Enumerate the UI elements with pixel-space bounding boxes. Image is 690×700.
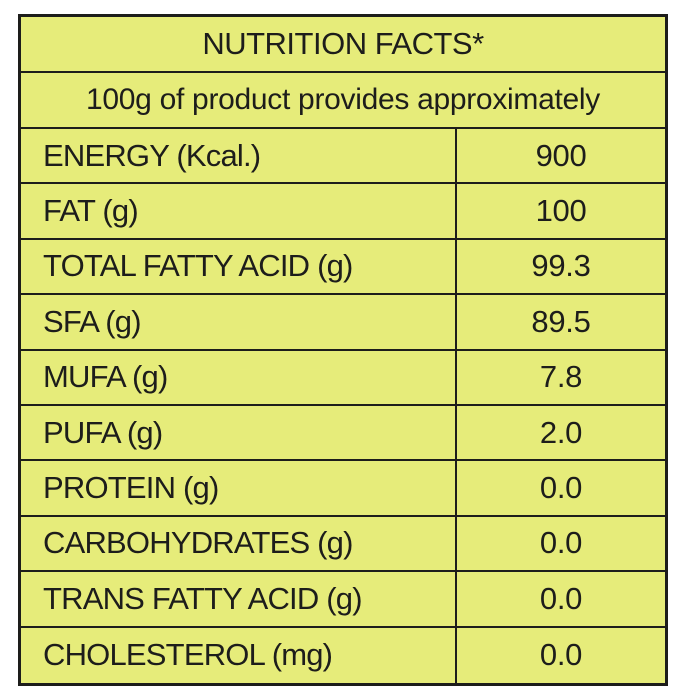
nutrient-label: FAT (g) — [21, 184, 457, 238]
table-row: ENERGY (Kcal.) 900 — [21, 129, 665, 185]
nutrient-label: PROTEIN (g) — [21, 461, 457, 515]
nutrient-label: MUFA (g) — [21, 350, 457, 404]
nutrient-label: CARBOHYDRATES (g) — [21, 516, 457, 571]
nutrient-value: 900 — [535, 137, 587, 173]
nutrient-value: 0.0 — [539, 525, 583, 561]
nutrition-facts-panel: NUTRITION FACTS* 100g of product provide… — [18, 14, 668, 686]
panel-subtitle: 100g of product provides approximately — [21, 73, 665, 129]
nutrient-label: SFA (g) — [21, 295, 457, 349]
nutrient-value: 89.5 — [531, 303, 591, 339]
nutrient-value: 0.0 — [539, 637, 583, 673]
nutrient-value: 7.8 — [539, 359, 583, 395]
table-row: PROTEIN (g) 0.0 — [21, 461, 665, 517]
table-row: TRANS FATTY ACID (g) 0.0 — [21, 572, 665, 628]
panel-title: NUTRITION FACTS* — [21, 17, 665, 73]
table-row: CHOLESTEROL (mg) 0.0 — [21, 627, 665, 683]
nutrient-label: TRANS FATTY ACID (g) — [21, 572, 457, 626]
table-row: FAT (g) 100 — [21, 184, 665, 240]
table-row: MUFA (g) 7.8 — [21, 350, 665, 406]
nutrient-value: 0.0 — [539, 470, 583, 506]
table-row: CARBOHYDRATES (g) 0.0 — [21, 516, 665, 573]
nutrient-label: CHOLESTEROL (mg) — [21, 627, 457, 683]
table-row: PUFA (g) 2.0 — [21, 405, 665, 462]
nutrient-value: 99.3 — [531, 248, 591, 284]
nutrient-value: 2.0 — [539, 414, 583, 450]
table-row: SFA (g) 89.5 — [21, 295, 665, 351]
nutrient-label: TOTAL FATTY ACID (g) — [21, 239, 457, 294]
nutrition-table: ENERGY (Kcal.) 900 FAT (g) 100 TOTAL FAT… — [21, 129, 665, 683]
nutrient-label: ENERGY (Kcal.) — [21, 129, 457, 183]
table-row: TOTAL FATTY ACID (g) 99.3 — [21, 239, 665, 296]
nutrient-value: 0.0 — [539, 580, 583, 616]
nutrient-value: 100 — [535, 193, 587, 229]
nutrient-label: PUFA (g) — [21, 405, 457, 460]
